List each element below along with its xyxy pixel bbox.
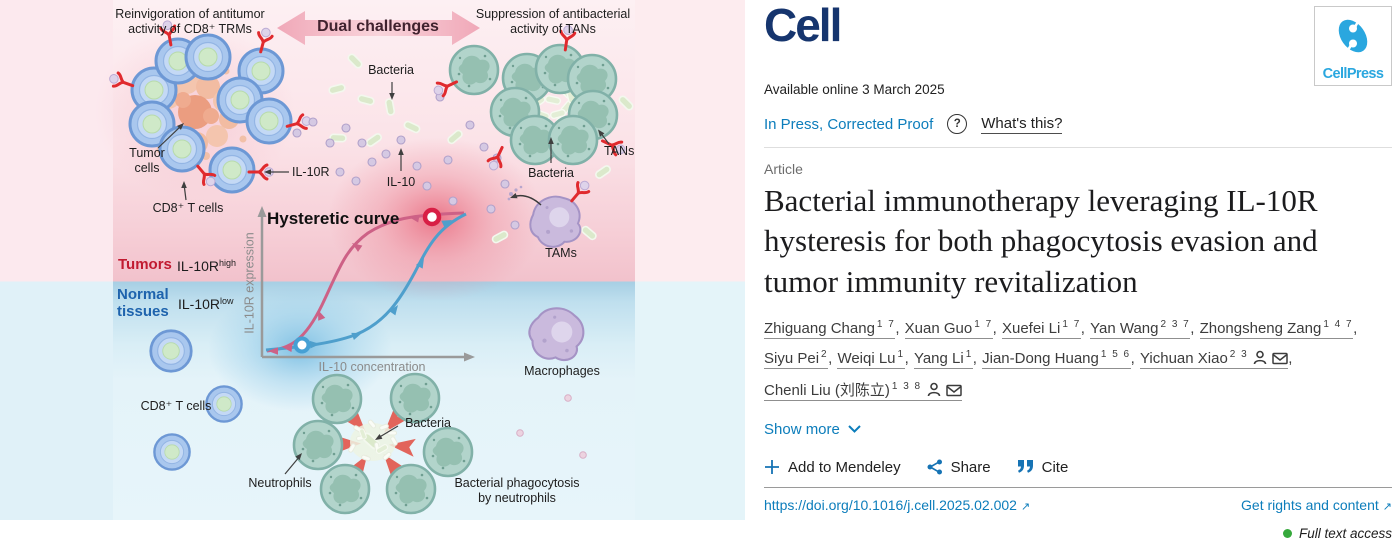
abstract-artwork: [95, 11, 635, 515]
available-online-date: Available online 3 March 2025: [764, 82, 945, 97]
hysteresis-plot: [257, 206, 475, 362]
author-email-icon: [945, 380, 962, 406]
dual-challenges-arrow: [277, 11, 480, 45]
author-email-icon: [1272, 348, 1288, 374]
author-link[interactable]: Yan Wang 2 3 7: [1090, 319, 1199, 339]
label-hysteretic-curve: Hysteretic curve: [267, 209, 400, 228]
full-text-access: Full text access: [764, 526, 1392, 541]
label-cd8-t-cells-bottom: CD8⁺ T cells: [140, 399, 212, 413]
article-title: Bacterial immunotherapy leveraging IL-10…: [764, 183, 1318, 299]
label-il10r-high: IL-10Rhigh: [177, 258, 237, 274]
author-link[interactable]: Xuan Guo 1 7: [904, 319, 1001, 339]
label-il10r: IL-10R: [292, 165, 330, 179]
label-bacteria-tans: Bacteria: [528, 166, 574, 180]
doi-link[interactable]: https://doi.org/10.1016/j.cell.2025.02.0…: [764, 496, 1031, 513]
author-link[interactable]: Chenli Liu (刘陈立) 1 3 8: [764, 381, 962, 401]
help-icon[interactable]: ?: [947, 114, 968, 134]
quote-icon: [1017, 460, 1033, 474]
doi-row: https://doi.org/10.1016/j.cell.2025.02.0…: [764, 497, 1392, 513]
cellpress-icon: [1338, 19, 1368, 53]
graphical-abstract[interactable]: Reinvigoration of antitumor activity of …: [0, 0, 745, 520]
label-neutrophils: Neutrophils: [248, 476, 312, 490]
label-normal-tissues: Normal tissues: [117, 286, 169, 321]
label-phagocytosis: Bacterial phagocytosis by neutrophils: [454, 476, 580, 505]
divider-top: [764, 147, 1392, 148]
author-link[interactable]: Zhiguang Chang 1 7: [764, 319, 904, 339]
label-tams: TAMs: [545, 246, 577, 260]
share-button[interactable]: Share: [927, 459, 991, 476]
in-press-status-link[interactable]: In Press, Corrected Proof: [764, 115, 934, 133]
label-y-axis: IL-10R expression: [242, 232, 257, 334]
divider-bottom: [764, 486, 1392, 488]
tumor-state-marker: [422, 207, 442, 227]
label-bacteria-top: Bacteria: [368, 63, 414, 77]
label-cd8-t-cells-top: CD8⁺ T cells: [152, 201, 224, 215]
label-tumor-cells: Tumor cells: [129, 146, 165, 175]
brand-row: Cell CellPress: [764, 0, 1392, 86]
label-x-axis: IL-10 concentration: [318, 360, 426, 374]
whats-this-link[interactable]: What's this?: [981, 114, 1063, 134]
label-il10: IL-10: [386, 175, 416, 189]
author-link[interactable]: Zhongsheng Zang 1 4 7: [1199, 319, 1357, 339]
author-profile-icon: [927, 380, 941, 406]
macrophage-cell: [522, 301, 590, 367]
article-type: Article: [764, 161, 803, 177]
get-rights-link[interactable]: Get rights and content ↗: [1241, 496, 1392, 513]
label-suppression: Suppression of antibacterial activity of…: [475, 7, 631, 36]
cellpress-logo[interactable]: CellPress: [1314, 6, 1392, 86]
show-more-button[interactable]: Show more: [764, 421, 1392, 438]
label-il10r-low: IL-10Rlow: [178, 296, 234, 312]
cell-journal-logo[interactable]: Cell: [764, 0, 842, 51]
cite-button[interactable]: Cite: [1017, 459, 1068, 476]
chevron-down-icon: [848, 425, 861, 434]
author-link[interactable]: Weiqi Lu 1: [837, 349, 913, 369]
label-bacteria-bottom: Bacteria: [405, 416, 451, 430]
action-toolbar: Add to Mendeley Share Cite: [764, 459, 1392, 476]
label-dual-challenges: Dual challenges: [317, 18, 439, 35]
label-reinvigoration: Reinvigoration of antitumor activity of …: [115, 7, 265, 36]
abstract-right-strip: [635, 0, 745, 520]
add-to-mendeley-button[interactable]: Add to Mendeley: [764, 459, 901, 476]
author-link[interactable]: Jian-Dong Huang 1 5 6: [982, 349, 1139, 369]
tam-cell: [507, 176, 595, 252]
cellpress-wordmark: CellPress: [1322, 66, 1384, 82]
normal-state-marker: [293, 336, 311, 354]
plus-icon: [765, 460, 779, 475]
label-tans: TANs: [604, 144, 635, 158]
access-dot-icon: [1282, 528, 1292, 538]
author-link[interactable]: Yang Li 1: [913, 349, 981, 369]
article-header-panel: Cell CellPress Available online 3 March …: [764, 0, 1392, 541]
author-link[interactable]: Yichuan Xiao 2 3: [1139, 349, 1292, 369]
status-row: In Press, Corrected Proof ? What's this?: [764, 114, 1392, 134]
label-tumors: Tumors: [118, 256, 172, 273]
abstract-left-strip: [0, 0, 113, 520]
author-profile-icon: [1253, 348, 1267, 374]
author-link[interactable]: Siyu Pei 2: [764, 349, 836, 369]
share-icon: [927, 459, 942, 475]
label-macrophages: Macrophages: [524, 364, 600, 378]
author-link[interactable]: Xuefei Li 1 7: [1001, 319, 1089, 339]
phagocytosed-bacteria: [347, 418, 399, 462]
